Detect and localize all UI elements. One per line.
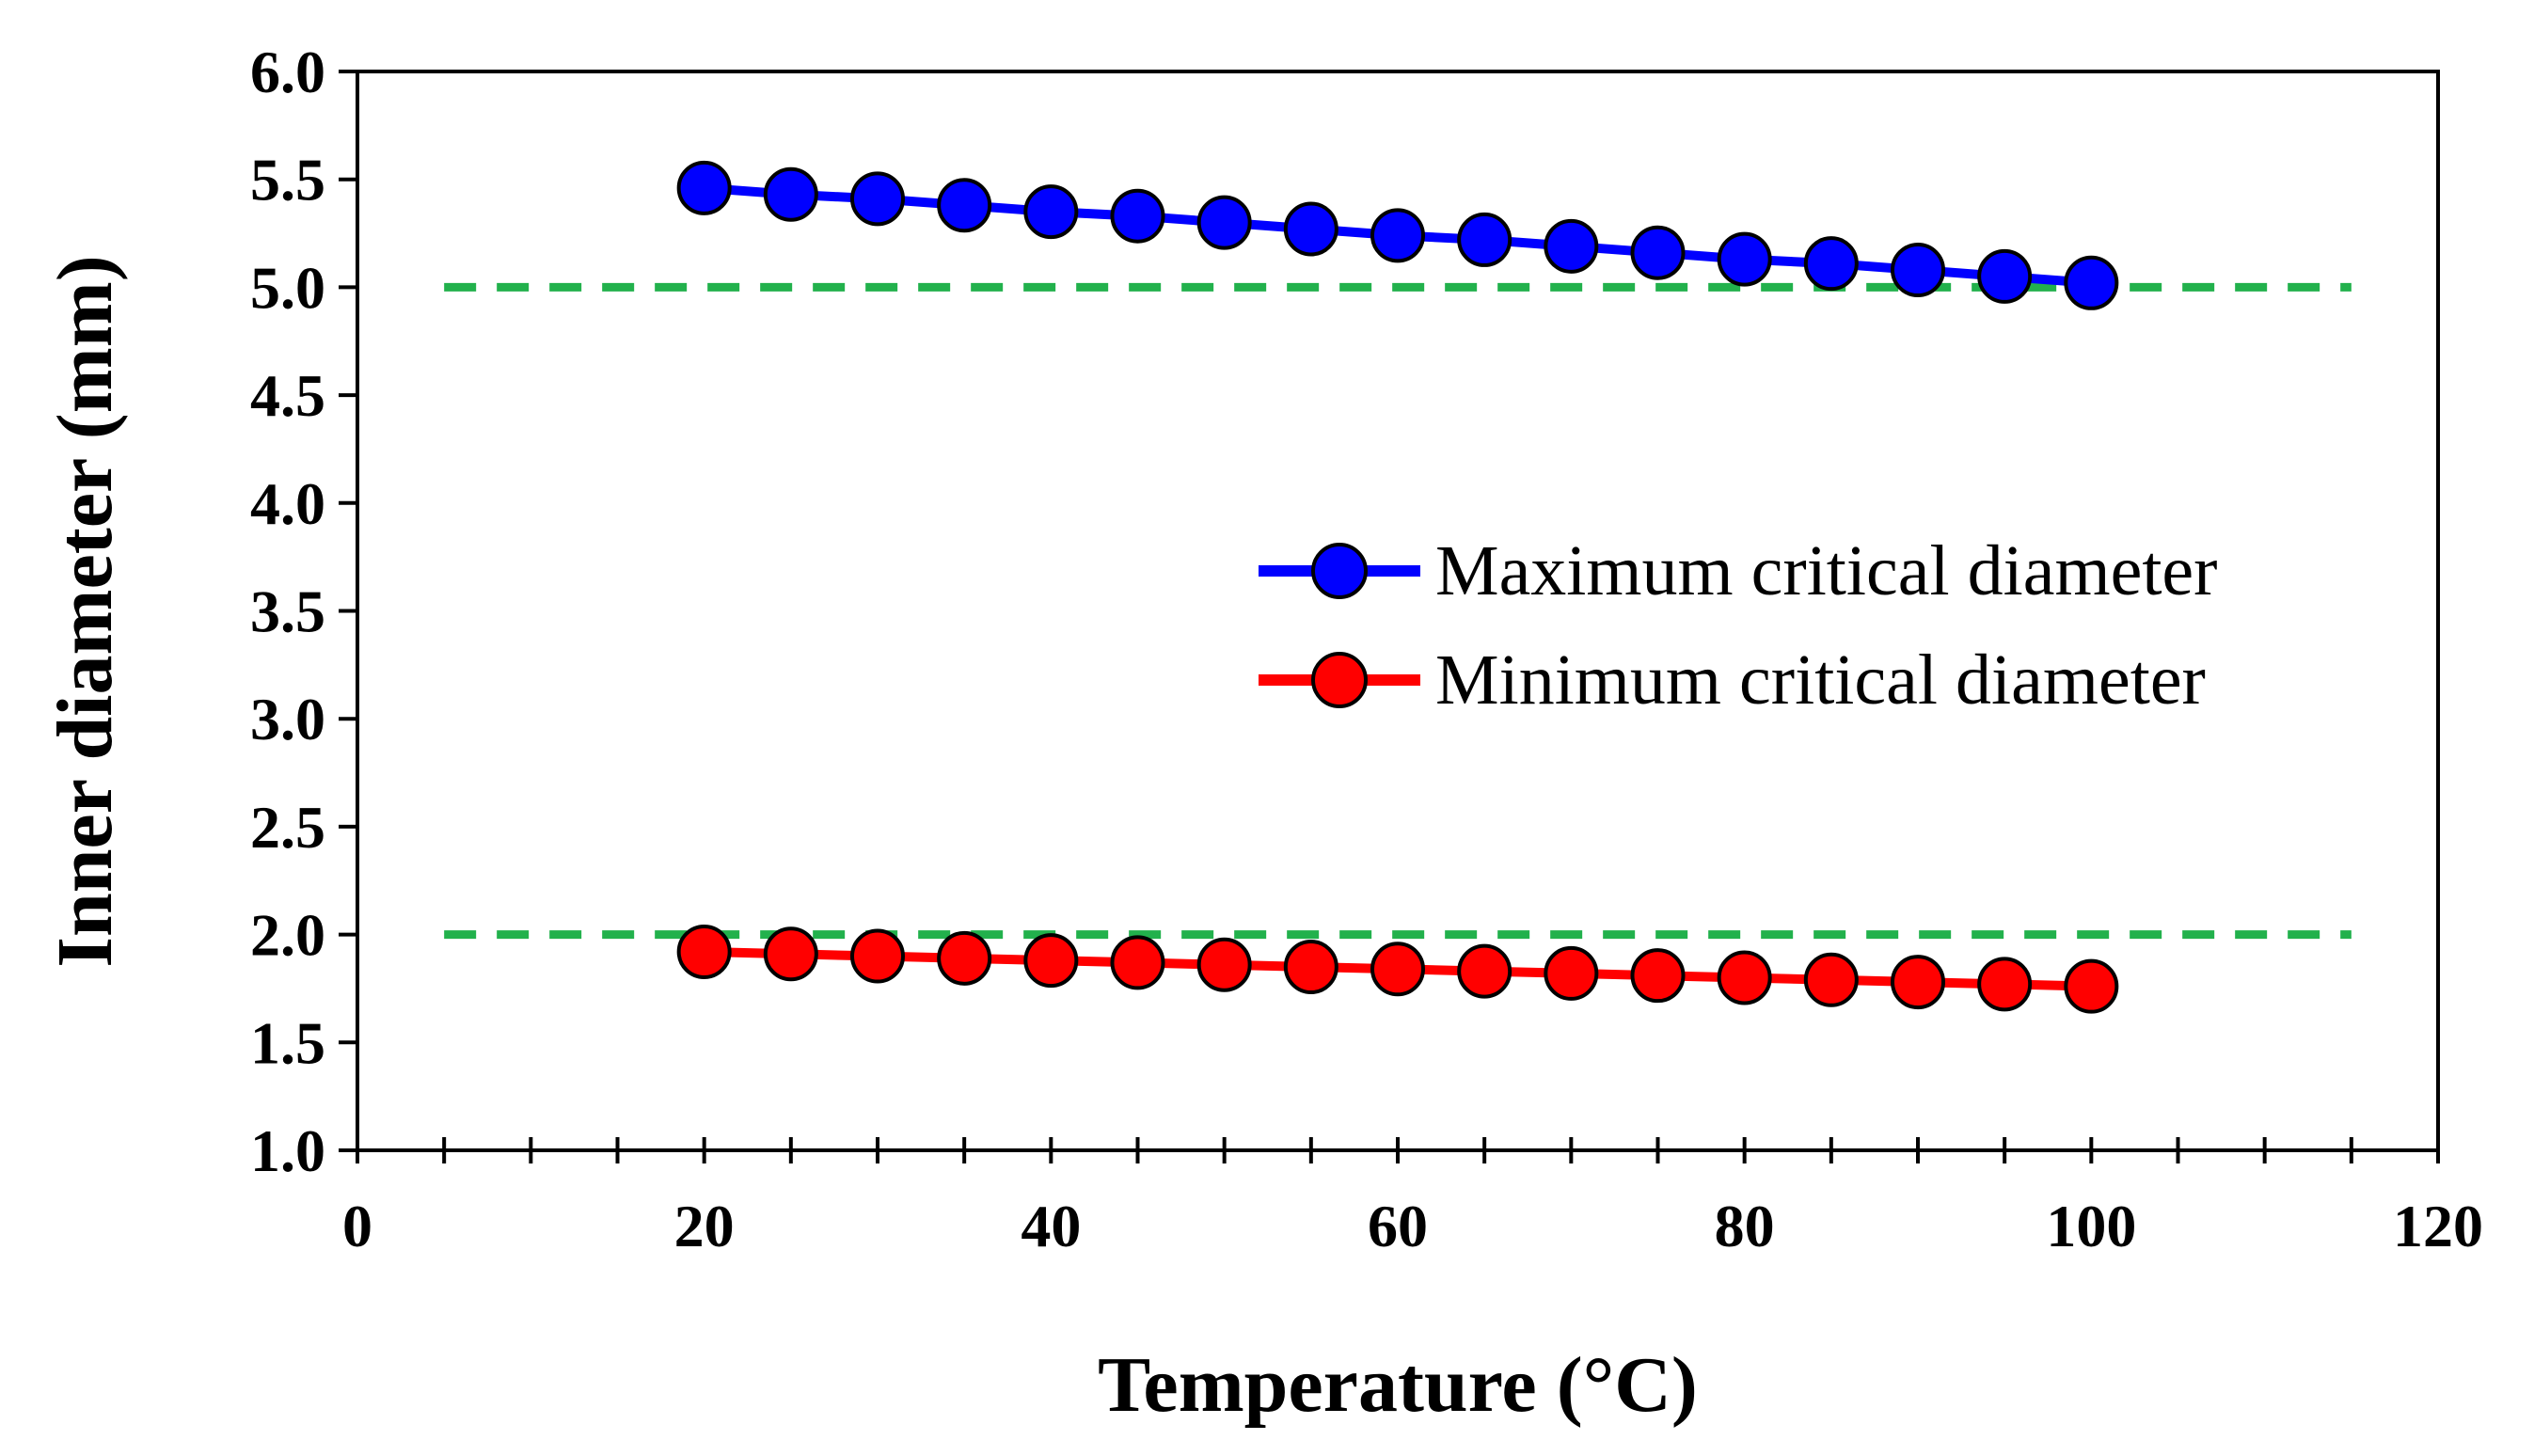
data-point (1891, 243, 1945, 298)
y-axis: 1.0 1.5 2.0 2.5 3.0 3.5 4.0 4.5 5.0 5.5 6.0 (250, 39, 357, 1184)
data-point (1891, 955, 1945, 1010)
data-point (676, 160, 732, 215)
data-point (850, 928, 905, 984)
data-point (1544, 218, 1599, 274)
x-axis: 0 20 40 60 80 100 120 (342, 1137, 2483, 1259)
y-tick-label: 2.0 (250, 902, 325, 969)
y-tick-label: 4.0 (250, 470, 325, 537)
data-point (1977, 957, 2033, 1012)
x-tick-label: 40 (1021, 1193, 1081, 1259)
data-point (1977, 248, 2033, 304)
data-point (1717, 950, 1772, 1005)
legend-entry-min: Minimum critical diameter (1259, 641, 2206, 720)
data-point (1283, 201, 1338, 257)
data-point (1196, 937, 1252, 992)
data-point (1803, 236, 1859, 292)
x-tick-label: 100 (2046, 1193, 2136, 1259)
data-point (1457, 212, 1512, 267)
legend: Maximum critical diameter Minimum critic… (1259, 531, 2217, 720)
data-point (1370, 942, 1425, 997)
data-point (2064, 255, 2119, 310)
legend-entry-max: Maximum critical diameter (1259, 531, 2217, 610)
data-point (676, 924, 732, 979)
x-tick-label: 0 (342, 1193, 372, 1259)
data-point (937, 930, 992, 986)
data-point (1023, 933, 1079, 989)
data-point (1196, 195, 1252, 250)
data-point (1283, 940, 1338, 995)
x-tick-label: 80 (1715, 1193, 1775, 1259)
data-point (1717, 231, 1772, 287)
data-point (1630, 225, 1686, 280)
x-tick-label: 60 (1368, 1193, 1428, 1259)
data-point (1110, 188, 1165, 244)
y-tick-label: 1.5 (250, 1009, 325, 1076)
series-min (676, 924, 2119, 1014)
legend-marker-min (1311, 652, 1368, 708)
legend-marker-max (1311, 543, 1368, 599)
x-tick-label: 20 (674, 1193, 735, 1259)
data-point (1023, 184, 1079, 240)
legend-label-max: Maximum critical diameter (1435, 531, 2217, 610)
x-tick-label: 120 (2393, 1193, 2483, 1259)
data-point (937, 178, 992, 233)
y-tick-label: 3.0 (250, 686, 325, 752)
data-point (1457, 943, 1512, 999)
x-axis-title: Temperature (°C) (1098, 1341, 1698, 1429)
y-tick-label: 6.0 (250, 39, 325, 105)
y-tick-label: 3.5 (250, 578, 325, 645)
data-point (763, 166, 818, 222)
series-group (676, 160, 2119, 1014)
reference-lines (444, 282, 2352, 940)
data-point (1110, 935, 1165, 990)
data-point (2064, 958, 2119, 1014)
data-point (1370, 208, 1425, 263)
y-tick-label: 5.0 (250, 254, 325, 321)
y-tick-label: 1.0 (250, 1117, 325, 1184)
legend-label-min: Minimum critical diameter (1435, 641, 2206, 720)
y-axis-title: Inner diameter (mm) (41, 255, 129, 967)
series-max (676, 160, 2119, 310)
data-point (1803, 952, 1859, 1007)
data-point (850, 171, 905, 227)
y-tick-label: 4.5 (250, 362, 325, 429)
y-tick-label: 2.5 (250, 794, 325, 861)
data-point (1630, 948, 1686, 1004)
y-tick-label: 5.5 (250, 147, 325, 214)
data-point (763, 926, 818, 982)
data-point (1544, 945, 1599, 1001)
